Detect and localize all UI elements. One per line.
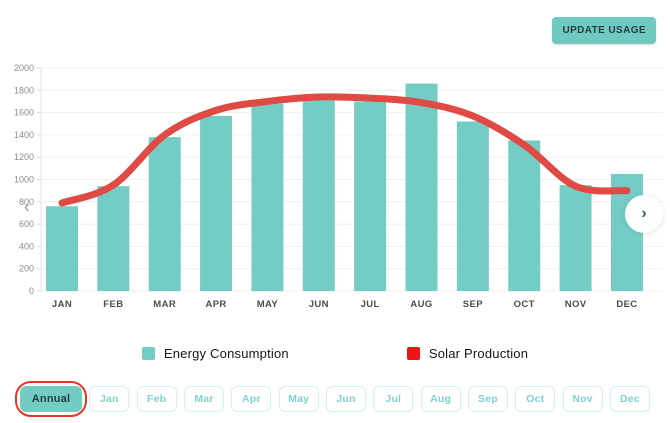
chevron-left-icon[interactable]: ‹ [24,197,30,216]
x-axis-label: FEB [103,299,123,310]
y-axis-label: 800 [19,197,34,207]
filter-jul[interactable]: Jul [373,386,414,412]
filter-apr[interactable]: Apr [231,386,272,412]
legend-label: Solar Production [428,346,529,361]
legend-item-energy-consumption: Energy Consumption [141,346,289,361]
y-axis-label: 1000 [14,175,34,185]
x-axis-label: DEC [616,299,637,310]
filter-aug[interactable]: Aug [420,386,461,412]
y-axis-label: 1600 [14,108,34,118]
x-axis-label: AUG [410,299,432,310]
filter-dec[interactable]: Dec [609,386,650,412]
bar-feb[interactable] [97,186,130,291]
bar-apr[interactable] [200,115,233,291]
y-axis-label: 1400 [14,130,34,140]
y-axis-label: 1200 [14,152,34,162]
period-filter-bar: Annual Jan Feb Mar Apr May Jun Jul Aug S… [15,381,650,417]
x-axis-label: MAY [257,299,279,310]
annual-filter-wrap: Annual [15,381,87,417]
y-axis-label: 600 [19,219,34,229]
y-axis-label: 400 [19,241,34,251]
legend-item-solar-production: Solar Production [406,346,529,361]
y-axis-label: 200 [19,264,34,274]
solar-production-swatch [406,347,420,360]
energy-chart: 0 200 400 600 800 1000 1200 1400 1600 1800 2000 JAN… [0,60,670,315]
bar-oct[interactable] [508,140,541,291]
bar-jul[interactable] [354,101,387,291]
y-axis-label: 0 [29,286,34,296]
filter-may[interactable]: May [278,386,319,412]
update-usage-button[interactable]: UPDATE USAGE [552,17,656,44]
filter-jun[interactable]: Jun [325,386,366,412]
bar-mar[interactable] [148,137,181,291]
x-axis-label: JUN [309,299,329,310]
bar-nov[interactable] [559,185,592,291]
bar-aug[interactable] [405,83,438,291]
x-axis-label: SEP [463,299,483,310]
x-axis-label: JUL [361,299,380,310]
energy-consumption-swatch [141,347,155,360]
bar-jan[interactable] [46,206,78,291]
solar-production-line [58,93,631,207]
bar-sep[interactable] [456,121,489,291]
x-axis-label: JAN [52,299,72,310]
filter-mar[interactable]: Mar [183,386,224,412]
filter-annual[interactable]: Annual [20,386,82,412]
y-axis-label: 2000 [14,63,34,73]
legend-label: Energy Consumption [163,346,289,361]
filter-oct[interactable]: Oct [515,386,556,412]
chart-svg: 0 200 400 600 800 1000 1200 1400 1600 1800 2000 JAN… [14,63,663,310]
filter-jan[interactable]: Jan [89,386,130,412]
filter-sep[interactable]: Sep [467,386,508,412]
filter-nov[interactable]: Nov [562,386,603,412]
chevron-right-icon[interactable]: › [625,195,663,233]
x-axis-label: NOV [565,299,587,310]
chart-legend: Energy Consumption Solar Production [0,346,670,361]
x-axis-label: APR [205,299,226,310]
y-axis-label: 1800 [14,85,34,95]
bar-may[interactable] [251,103,284,292]
bar-jun[interactable] [302,100,335,292]
filter-feb[interactable]: Feb [136,386,177,412]
x-axis-label: MAR [153,299,176,310]
x-axis-label: OCT [514,299,535,310]
